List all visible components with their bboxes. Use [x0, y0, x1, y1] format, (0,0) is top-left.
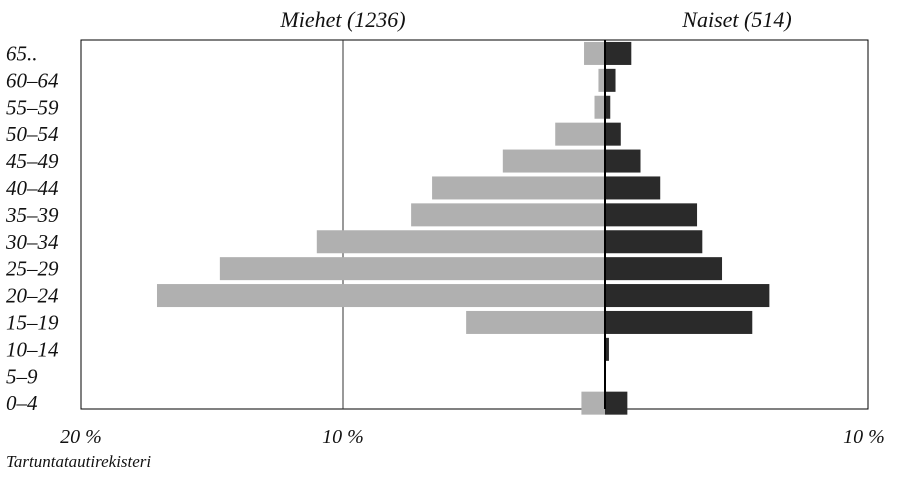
category-label-15-19: 15–19: [6, 310, 59, 334]
bar-men-65..: [584, 41, 605, 65]
bar-women-65..: [605, 41, 632, 65]
category-label-25-29: 25–29: [6, 257, 59, 281]
category-label-30-34: 30–34: [5, 230, 59, 254]
bar-women-40-44: [605, 176, 661, 200]
series-label-women: Naiset (514): [681, 7, 791, 32]
tick-label-left-20: 20 %: [60, 426, 102, 448]
bar-men-45-49: [502, 149, 605, 173]
tick-label-left-10: 10 %: [322, 426, 364, 448]
category-labels: 65.. 60–64 55–59 50–54 45–49 40–44 35–39 30–34 2…: [5, 41, 59, 415]
bar-men-20-24: [156, 284, 606, 308]
category-label-60-64: 60–64: [6, 68, 59, 92]
bar-women-30-34: [605, 230, 703, 254]
bar-men-35-39: [411, 203, 605, 227]
bar-men-55-59: [594, 95, 605, 119]
bar-women-0-4: [605, 391, 628, 415]
bar-women-25-29: [605, 257, 723, 281]
category-label-10-14: 10–14: [6, 337, 59, 361]
bar-men-40-44: [432, 176, 605, 200]
bar-women-20-24: [605, 284, 770, 308]
tick-label-right-10: 10 %: [843, 426, 885, 448]
bar-women-35-39: [605, 203, 698, 227]
category-label-55-59: 55–59: [6, 95, 59, 119]
category-label-20-24: 20–24: [6, 284, 59, 308]
bar-men-25-29: [219, 257, 606, 281]
category-label-35-39: 35–39: [5, 203, 59, 227]
bar-men-15-19: [466, 310, 605, 334]
category-label-50-54: 50–54: [6, 122, 59, 146]
bar-women-15-19: [605, 310, 753, 334]
bar-women-55-59: [605, 95, 611, 119]
category-label-5-9: 5–9: [6, 364, 38, 388]
category-label-65..: 65..: [6, 41, 38, 65]
series-label-men: Miehet (1236): [279, 7, 405, 32]
bar-women-10-14: [605, 337, 609, 361]
bar-men-60-64: [598, 68, 605, 92]
bar-men-30-34: [316, 230, 605, 254]
plot-area-frame: [80, 39, 869, 410]
category-label-45-49: 45–49: [6, 149, 59, 173]
labels: Miehet (1236) Naiset (514) Tartuntatauti…: [6, 7, 792, 471]
bar-women-45-49: [605, 149, 641, 173]
axis-tick-labels: 20 % 10 % 10 %: [60, 426, 885, 448]
bar-men-0-4: [581, 391, 605, 415]
category-label-40-44: 40–44: [6, 176, 59, 200]
bar-women-60-64: [605, 68, 616, 92]
category-label-0-4: 0–4: [6, 391, 38, 415]
source-label: Tartuntatautirekisteri: [6, 452, 151, 471]
bars: [156, 41, 770, 415]
bar-men-50-54: [555, 122, 605, 146]
bar-women-50-54: [605, 122, 621, 146]
